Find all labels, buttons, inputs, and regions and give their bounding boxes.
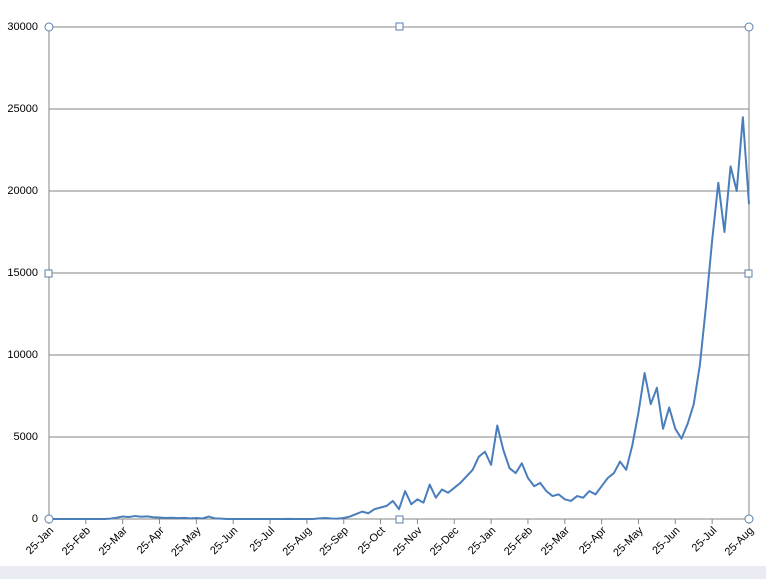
handle[interactable]	[744, 269, 753, 278]
y-tick-label: 20000	[7, 185, 38, 197]
y-tick-label: 25000	[7, 103, 38, 115]
handle[interactable]	[44, 269, 53, 278]
data-line	[49, 116, 750, 520]
y-tick-label: 0	[32, 513, 38, 525]
y-tick-label: 30000	[7, 21, 38, 33]
handle[interactable]	[395, 515, 404, 524]
handle[interactable]	[744, 514, 754, 524]
sheet-strip	[0, 566, 766, 579]
handle[interactable]	[44, 514, 54, 524]
handle[interactable]	[395, 22, 404, 31]
y-tick-label: 5000	[14, 431, 38, 443]
handle[interactable]	[44, 22, 54, 32]
selection-handles	[44, 22, 754, 524]
y-tick-label: 10000	[7, 349, 38, 361]
y-tick-label: 15000	[7, 267, 38, 279]
handle[interactable]	[744, 22, 754, 32]
